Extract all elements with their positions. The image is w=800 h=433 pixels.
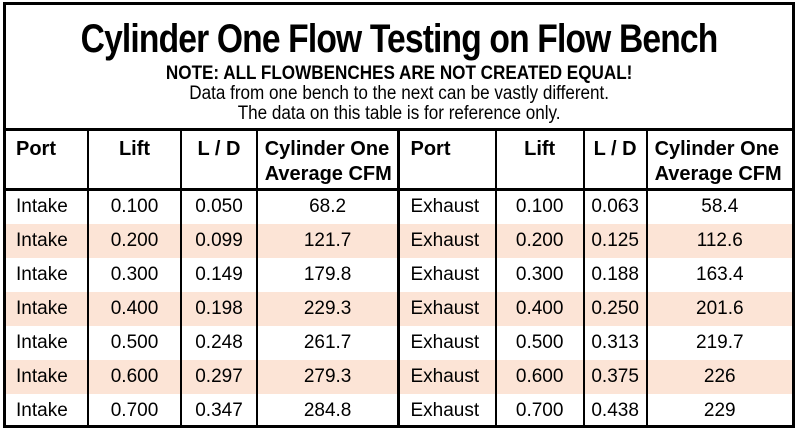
- intake-lift-cell: 0.400: [86, 291, 182, 326]
- intake-lift-cell: 0.100: [86, 189, 182, 224]
- intake-port-cell: Intake: [16, 297, 68, 319]
- exhaust-port-cell: Exhaust: [397, 359, 496, 394]
- exhaust-lift-cell: 0.600: [494, 359, 584, 394]
- intake-lift-cell: 0.700: [86, 393, 182, 428]
- flow-data-table: Port Lift L / D Cylinder One Average CFM…: [6, 128, 792, 428]
- exhaust-ld-cell: 0.250: [582, 291, 647, 326]
- intake-port-cell: Intake: [16, 331, 68, 353]
- intake-cfm-cell: 229.3: [255, 291, 399, 326]
- exhaust-lift-cell: 0.300: [494, 257, 584, 292]
- intake-cfm-cell: 179.8: [255, 257, 399, 292]
- intake-lift-cell: 0.300: [86, 257, 182, 292]
- exhaust-cfm-cell: 163.4: [645, 257, 792, 292]
- table-body: Intake 0.100 0.050 68.2 Exhaust 0.100 0.…: [6, 189, 792, 428]
- exhaust-ld-cell: 0.188: [582, 257, 647, 292]
- header-port-intake: Port: [6, 129, 88, 191]
- exhaust-cfm-cell: 229: [645, 393, 792, 428]
- flow-table-card: Cylinder One Flow Testing on Flow Bench …: [3, 2, 795, 428]
- intake-cfm-cell: 261.7: [255, 325, 399, 360]
- note-line-2: Data from one bench to the next can be v…: [189, 83, 609, 104]
- header-lift-intake: Lift: [86, 129, 182, 191]
- header-cfm-exhaust: Cylinder One Average CFM: [645, 129, 792, 191]
- intake-port-cell: Intake: [16, 399, 68, 421]
- header-row: Port Lift L / D Cylinder One Average CFM…: [6, 129, 792, 191]
- header-port-exhaust: Port: [397, 129, 496, 191]
- exhaust-lift-cell: 0.500: [494, 325, 584, 360]
- intake-ld-cell: 0.099: [180, 223, 257, 258]
- intake-cfm-cell: 121.7: [255, 223, 399, 258]
- header-cfm-exhaust-line1: Cylinder One: [654, 138, 780, 160]
- header-lift-exhaust: Lift: [494, 129, 584, 191]
- table-header: Port Lift L / D Cylinder One Average CFM…: [6, 129, 792, 191]
- intake-ld-cell: 0.149: [180, 257, 257, 292]
- table-row: Intake 0.100 0.050 68.2 Exhaust 0.100 0.…: [6, 189, 792, 224]
- header-cfm-exhaust-line2: Average CFM: [654, 163, 782, 185]
- table-row: Intake 0.400 0.198 229.3 Exhaust 0.400 0…: [6, 291, 792, 326]
- exhaust-ld-cell: 0.125: [582, 223, 647, 258]
- intake-ld-cell: 0.347: [180, 393, 257, 428]
- exhaust-lift-cell: 0.100: [494, 189, 584, 224]
- header-cfm-intake-line2: Average CFM: [264, 163, 392, 185]
- exhaust-port-cell: Exhaust: [397, 325, 496, 360]
- exhaust-ld-cell: 0.375: [582, 359, 647, 394]
- header-area: Cylinder One Flow Testing on Flow Bench …: [6, 5, 792, 128]
- exhaust-cfm-cell: 226: [645, 359, 792, 394]
- exhaust-cfm-cell: 58.4: [645, 189, 792, 224]
- exhaust-port-cell: Exhaust: [397, 257, 496, 292]
- exhaust-lift-cell: 0.700: [494, 393, 584, 428]
- intake-port-cell: Intake: [16, 196, 68, 218]
- intake-cfm-cell: 284.8: [255, 393, 399, 428]
- exhaust-port-cell: Exhaust: [397, 393, 496, 428]
- note-block: NOTE: ALL FLOWBENCHES ARE NOT CREATED EQ…: [166, 64, 632, 124]
- intake-port-cell: Intake: [16, 365, 68, 387]
- exhaust-ld-cell: 0.313: [582, 325, 647, 360]
- page-title: Cylinder One Flow Testing on Flow Bench: [80, 17, 719, 61]
- intake-lift-cell: 0.500: [86, 325, 182, 360]
- exhaust-port-cell: Exhaust: [397, 189, 496, 224]
- note-line-1: NOTE: ALL FLOWBENCHES ARE NOT CREATED EQ…: [165, 63, 633, 84]
- header-cfm-intake: Cylinder One Average CFM: [255, 129, 399, 191]
- intake-ld-cell: 0.050: [180, 189, 257, 224]
- table-row: Intake 0.600 0.297 279.3 Exhaust 0.600 0…: [6, 359, 792, 394]
- header-ld-exhaust: L / D: [582, 129, 647, 191]
- intake-port-cell: Intake: [16, 229, 68, 251]
- exhaust-lift-cell: 0.400: [494, 291, 584, 326]
- table-row: Intake 0.700 0.347 284.8 Exhaust 0.700 0…: [6, 393, 792, 428]
- exhaust-port-cell: Exhaust: [397, 223, 496, 258]
- note-line-3: The data on this table is for reference …: [237, 103, 561, 124]
- exhaust-cfm-cell: 201.6: [645, 291, 792, 326]
- intake-lift-cell: 0.200: [86, 223, 182, 258]
- table-row: Intake 0.500 0.248 261.7 Exhaust 0.500 0…: [6, 325, 792, 360]
- exhaust-cfm-cell: 112.6: [645, 223, 792, 258]
- exhaust-ld-cell: 0.438: [582, 393, 647, 428]
- intake-lift-cell: 0.600: [86, 359, 182, 394]
- table-row: Intake 0.200 0.099 121.7 Exhaust 0.200 0…: [6, 223, 792, 258]
- exhaust-lift-cell: 0.200: [494, 223, 584, 258]
- header-cfm-intake-line1: Cylinder One: [264, 138, 390, 160]
- intake-cfm-cell: 279.3: [255, 359, 399, 394]
- intake-ld-cell: 0.248: [180, 325, 257, 360]
- header-ld-intake: L / D: [180, 129, 257, 191]
- intake-cfm-cell: 68.2: [255, 189, 399, 224]
- table-wrapper: Port Lift L / D Cylinder One Average CFM…: [6, 128, 792, 428]
- intake-ld-cell: 0.297: [180, 359, 257, 394]
- intake-ld-cell: 0.198: [180, 291, 257, 326]
- intake-port-cell: Intake: [16, 263, 68, 285]
- table-row: Intake 0.300 0.149 179.8 Exhaust 0.300 0…: [6, 257, 792, 292]
- exhaust-port-cell: Exhaust: [397, 291, 496, 326]
- exhaust-cfm-cell: 219.7: [645, 325, 792, 360]
- exhaust-ld-cell: 0.063: [582, 189, 647, 224]
